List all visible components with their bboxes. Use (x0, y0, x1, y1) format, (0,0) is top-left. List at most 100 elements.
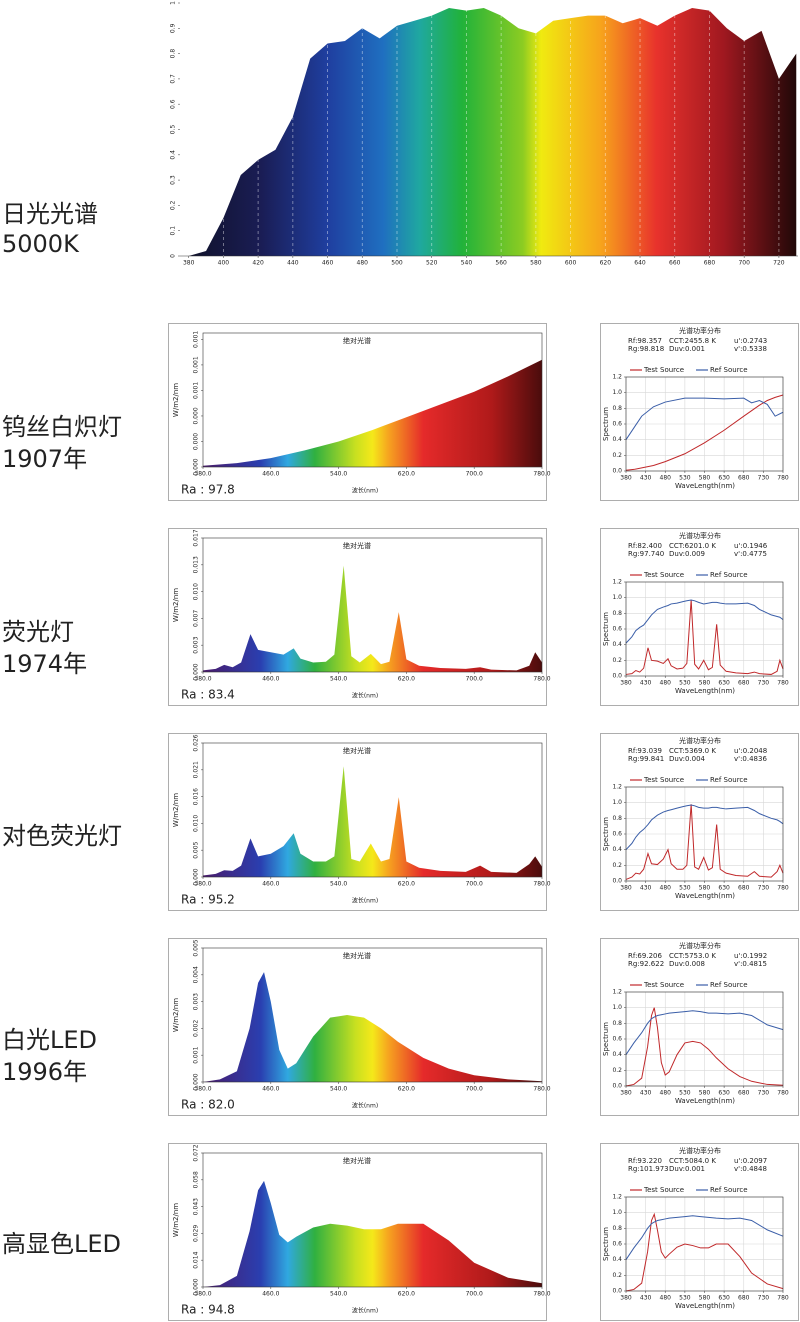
y-tick-label: 0.6 (612, 1036, 622, 1043)
chart-title: 绝对光谱 (343, 1156, 371, 1165)
y-axis-label: W/m2/nm (172, 793, 180, 827)
x-tick-label: 560 (495, 260, 507, 267)
x-axis-label: 波长(nm) (352, 897, 378, 905)
y-tick-label: 0.0 (612, 1288, 622, 1295)
series-line (625, 394, 784, 471)
plot-frame (625, 1196, 784, 1292)
stat: Rf:82.400 (628, 542, 662, 550)
panel (600, 938, 799, 1116)
panel (168, 938, 547, 1116)
chart-title: 绝对光谱 (343, 951, 371, 960)
x-tick-label: 730 (758, 1295, 770, 1302)
y-tick-label: 0.000 (193, 868, 200, 885)
y-tick-label: 0.4 (612, 436, 622, 443)
x-tick-label: 700.0 (466, 471, 483, 478)
panel (168, 528, 547, 706)
stat: u':0.1992 (734, 952, 767, 960)
plot-frame (625, 991, 784, 1087)
y-tick-label: 0.058 (193, 1171, 200, 1188)
x-tick-label: 700.0 (466, 881, 483, 888)
y-tick-label: 1.0 (612, 1209, 622, 1216)
legend-label: Test Source (643, 776, 684, 784)
y-tick-label: 0.003 (193, 636, 200, 653)
x-tick-label: 460.0 (262, 881, 279, 888)
x-tick-label: 730 (758, 680, 770, 687)
stat: Rf:93.220 (628, 1157, 662, 1165)
x-tick-label: 620 (600, 260, 612, 267)
x-tick-label: 780.0 (533, 1086, 550, 1093)
plot-frame (202, 742, 543, 878)
ra-value: Ra : 95.2 (181, 893, 235, 907)
x-tick-label: 680 (738, 885, 750, 892)
ra-value: Ra : 82.0 (181, 1098, 235, 1112)
x-tick-label: 460.0 (262, 1291, 279, 1298)
x-tick-label: 630 (718, 475, 730, 482)
x-tick-label: 720 (773, 260, 785, 267)
y-tick-label: 0.001 (193, 331, 200, 348)
x-tick-label: 780.0 (533, 676, 550, 683)
row-label: 荧光灯 (2, 618, 74, 646)
series-line (625, 804, 784, 880)
series-line (625, 599, 784, 675)
x-tick-label: 780 (777, 680, 789, 687)
panel (600, 1143, 799, 1321)
y-tick-label: 0.0 (612, 878, 622, 885)
chart-title: 光谱功率分布 (679, 326, 721, 335)
row-label: 1996年 (2, 1058, 87, 1086)
x-tick-label: 480 (660, 475, 672, 482)
y-tick-label: 0.2 (612, 862, 622, 869)
stat: Rg:99.841 (628, 755, 664, 763)
chart-title: 绝对光谱 (343, 336, 371, 345)
y-tick-label: 0.2 (612, 1272, 622, 1279)
plot-frame (202, 332, 543, 468)
y-tick-label: 0.6 (170, 99, 177, 109)
stat: Duv:0.008 (669, 960, 705, 968)
x-tick-label: 530 (679, 1295, 691, 1302)
x-axis-label: 波长(nm) (352, 1307, 378, 1315)
x-tick-label: 630 (718, 680, 730, 687)
chart-title: 绝对光谱 (343, 541, 371, 550)
legend-label: Test Source (643, 981, 684, 989)
y-tick-label: 0.2 (612, 452, 622, 459)
stat: Duv:0.001 (669, 345, 705, 353)
legend-label: Test Source (643, 366, 684, 374)
row-label: 日光光谱 (2, 200, 98, 228)
y-tick-label: 0.014 (193, 1251, 200, 1268)
x-tick-label: 630 (718, 885, 730, 892)
chart-title: 光谱功率分布 (679, 736, 721, 745)
y-tick-label: 0.000 (193, 433, 200, 450)
x-tick-label: 430 (640, 1090, 652, 1097)
x-tick-label: 680 (738, 1090, 750, 1097)
ra-value: Ra : 97.8 (181, 483, 235, 497)
y-tick-label: 1.2 (612, 1194, 622, 1201)
y-tick-label: 0.043 (193, 1198, 200, 1215)
chart-title: 光谱功率分布 (679, 1146, 721, 1155)
y-tick-label: 0.007 (193, 610, 200, 627)
y-tick-label: 0.8 (612, 1020, 622, 1027)
legend-label: Ref Source (710, 1186, 748, 1194)
y-tick-label: 0.7 (170, 74, 177, 84)
y-tick-label: 0.000 (193, 458, 200, 475)
series-line (625, 1010, 784, 1055)
x-tick-label: 540.0 (330, 881, 347, 888)
stat: Rg:97.740 (628, 550, 664, 558)
x-tick-label: 380 (183, 260, 195, 267)
y-tick-label: 0.0 (612, 673, 622, 680)
y-tick-label: 0.001 (193, 356, 200, 373)
stat: u':0.2097 (734, 1157, 767, 1165)
x-tick-label: 700 (738, 260, 750, 267)
y-tick-label: 0.017 (193, 529, 200, 546)
x-tick-label: 380 (620, 680, 632, 687)
stat: v':0.5338 (734, 345, 767, 353)
plot-frame (202, 947, 543, 1083)
x-tick-label: 700.0 (466, 676, 483, 683)
x-tick-label: 730 (758, 885, 770, 892)
y-tick-label: 0.0 (612, 468, 622, 475)
x-tick-label: 580 (699, 1295, 711, 1302)
y-tick-label: 0.001 (193, 382, 200, 399)
panel (600, 323, 799, 501)
series-line (625, 1215, 784, 1260)
y-axis-label: Spectrum (602, 612, 610, 646)
plot-frame (625, 786, 784, 882)
y-tick-label: 0.9 (170, 23, 177, 33)
